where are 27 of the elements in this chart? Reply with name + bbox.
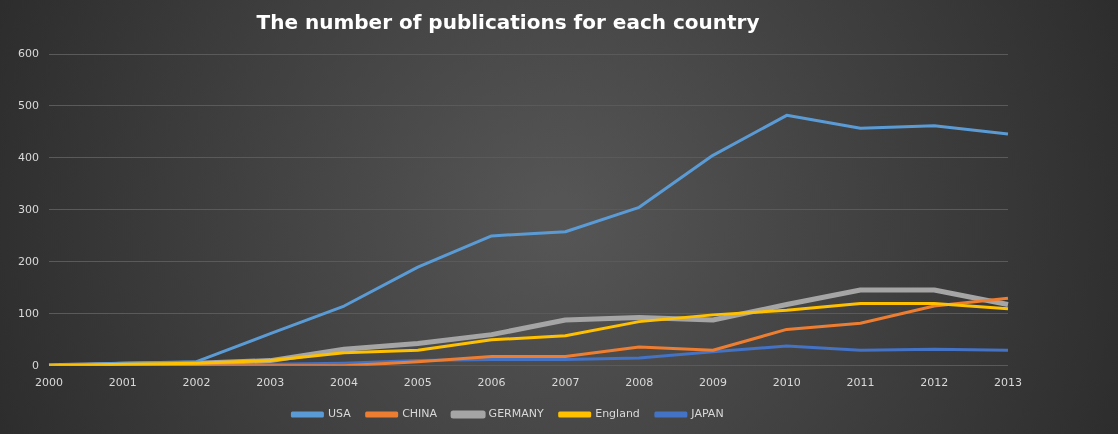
x-tick-label: 2004 <box>330 376 359 390</box>
x-tick-label: 2011 <box>846 376 875 390</box>
x-tick-label: 2007 <box>551 376 580 390</box>
x-tick-label: 2008 <box>625 376 654 390</box>
legend-label: JAPAN <box>690 407 724 421</box>
x-tick-label: 2002 <box>182 376 211 390</box>
y-tick-label: 600 <box>18 46 39 60</box>
legend-label: CHINA <box>402 407 438 421</box>
y-tick-label: 300 <box>18 202 39 216</box>
y-tick-label: 400 <box>18 150 39 164</box>
x-tick-label: 2012 <box>920 376 949 390</box>
x-tick-label: 2001 <box>108 376 137 390</box>
legend-label: USA <box>327 407 352 421</box>
x-tick-label: 2006 <box>477 376 506 390</box>
x-tick-label: 2010 <box>772 376 801 390</box>
x-tick-label: 2000 <box>35 376 63 390</box>
legend-label: GERMANY <box>488 407 544 421</box>
x-tick-label: 2003 <box>256 376 285 390</box>
legend-label: England <box>595 407 640 421</box>
x-tick-label: 2005 <box>403 376 432 390</box>
x-tick-label: 2009 <box>698 376 727 390</box>
y-tick-label: 500 <box>18 98 39 112</box>
y-tick-label: 0 <box>32 358 39 372</box>
y-tick-label: 200 <box>18 254 39 268</box>
x-tick-label: 2013 <box>994 376 1022 390</box>
chart-title: The number of publications for each country <box>256 10 760 35</box>
y-tick-label: 100 <box>18 306 39 320</box>
